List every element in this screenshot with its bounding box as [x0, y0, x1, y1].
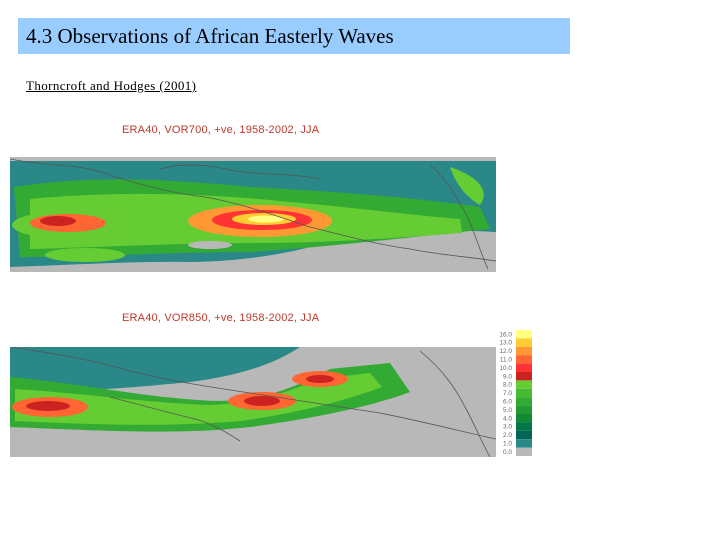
colorbar-tick-label: 12.0 [499, 348, 512, 355]
colorbar-tick-label: 7.0 [503, 390, 512, 397]
colorbar-tick-label: 13.0 [499, 340, 512, 347]
colorbar-tick-label: 16.0 [499, 331, 512, 338]
vorticity-map-700hpa [10, 157, 496, 272]
colorbar-tick-label: 5.0 [503, 407, 512, 414]
colorbar-swatch [516, 439, 532, 448]
colorbar-swatch [516, 397, 532, 406]
colorbar-swatch [516, 355, 532, 364]
colorbar-swatch [516, 338, 532, 347]
colorbar-swatch [516, 422, 532, 431]
colorbar-tick-label: 11.0 [500, 357, 513, 364]
vorticity-map-850hpa [10, 347, 496, 457]
colorbar-tick-label: 9.0 [503, 373, 512, 380]
colorbar-swatch [516, 447, 532, 456]
map-700-title: ERA40, VOR700, +ve, 1958-2002, JJA [122, 124, 320, 136]
slide-title-bar: 4.3 Observations of African Easterly Wav… [18, 18, 570, 54]
colorbar-tick-label: 0.0 [503, 449, 512, 456]
citation: Thorncroft and Hodges (2001) [26, 78, 197, 93]
colorbar-swatch [516, 346, 532, 356]
colorbar-swatch [516, 414, 532, 423]
map-850-title: ERA40, VOR850, +ve, 1958-2002, JJA [122, 312, 320, 324]
colorbar-tick-label: 3.0 [503, 424, 512, 431]
colorbar-tick-label: 1.0 [503, 441, 512, 448]
colorbar-swatch [516, 380, 532, 389]
slide-title: 4.3 Observations of African Easterly Wav… [26, 23, 394, 48]
colorbar-tick-label: 10.0 [499, 365, 512, 372]
colorbar-tick-label: 6.0 [503, 399, 512, 406]
colorbar-legend: 16.0 13.012.0 11.010.09.0 8.07.0 6.05.04.0 3.… [499, 330, 532, 456]
colorbar-swatch [516, 430, 532, 440]
colorbar-swatch [516, 388, 532, 398]
colorbar-swatch [516, 363, 532, 372]
colorbar-swatch [516, 330, 532, 339]
colorbar-swatch [516, 405, 532, 414]
colorbar-tick-label: 4.0 [503, 415, 512, 422]
colorbar-tick-label: 2.0 [503, 432, 512, 439]
colorbar-swatch [516, 372, 532, 381]
colorbar-tick-label: 8.0 [503, 382, 512, 389]
